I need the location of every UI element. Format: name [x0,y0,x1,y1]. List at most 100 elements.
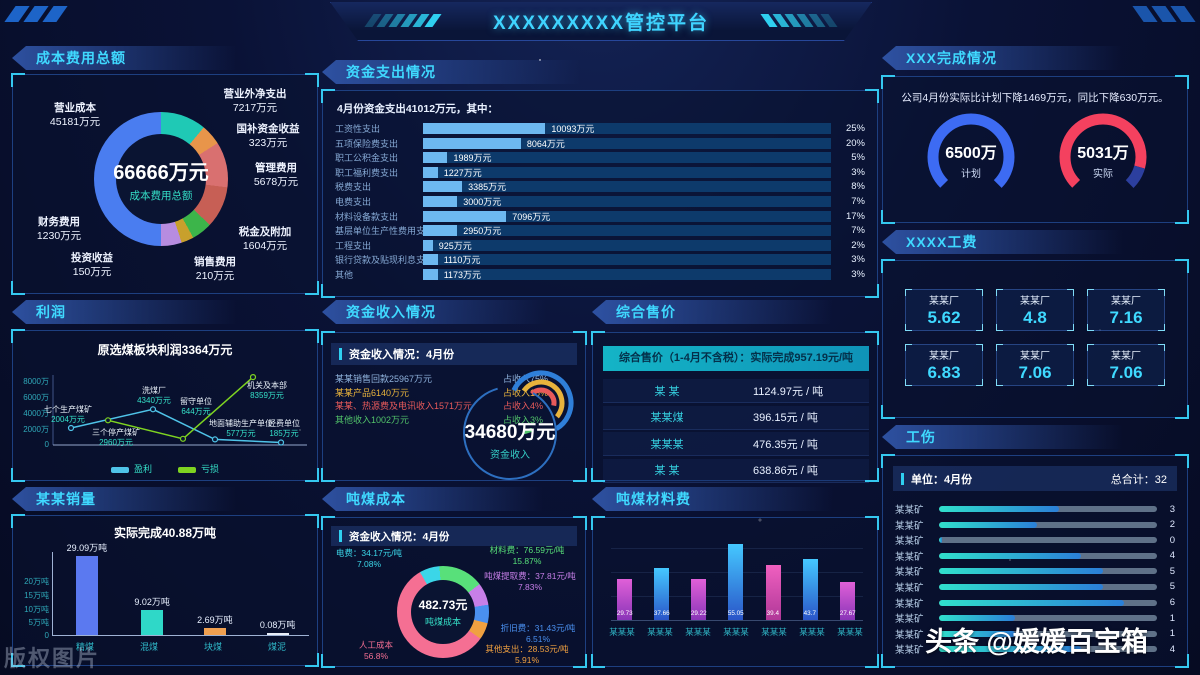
corner-tick [1158,344,1165,351]
cost-donut-center: 66666万元 成本费用总额 [94,112,228,246]
profit-point-label: 三个停产煤矿 2960万元 [92,428,140,448]
panel-title-completion: XXX完成情况 [882,46,1166,70]
panel-title-price: 综合售价 [592,300,876,324]
injury-row: 某某矿 4 [895,550,1175,563]
fees-cell-value: 5.62 [927,308,961,327]
injury-row-value: 1 [1169,612,1175,624]
funds-row-track: 8064万元 [423,137,831,149]
sales-bar [141,610,164,635]
fees-grid: 某某厂 5.62 某某厂 4.8 某某厂 7.16 某某厂 6.83 某某厂 7… [905,289,1165,386]
corner-accent [11,281,25,295]
corner-tick [996,344,1003,351]
corner-tick [905,379,912,386]
corner-accent [11,653,25,667]
corner-accent [881,259,895,273]
ytick: 20万吨 [24,577,49,586]
funds-row-value: 8064万元 [526,138,565,149]
funds-row-label: 银行贷款及贴现利息支出 [335,255,423,266]
funds-row: 职工公积金支出 1989万元 5% [335,152,865,164]
income-row: 某某、热源费及电讯收入1571万元 占收入4% [335,400,561,414]
material-bar-column: 43.7 [802,559,818,620]
fees-cell: 某某厂 6.83 [905,344,983,386]
funds-row-label: 职工福利费支出 [335,167,399,178]
funds-row-percent: 17% [845,210,865,222]
header-bar: XXXXXXXXX管控平台 [330,2,872,41]
fees-cell-label: 某某厂 [1020,351,1050,362]
material-bar: 29.22 [691,579,707,620]
funds-row-percent: 20% [845,137,865,149]
income-row-text: 某某产品6140万元 [335,387,410,398]
corner-accent [865,89,879,103]
fees-cell-label: 某某厂 [1111,296,1141,307]
funds-row-track: 1989万元 [423,152,831,164]
ytick: 4000万 [23,409,49,418]
income-row-share: 占收入3% [503,414,544,425]
funds-row: 电费支出 3000万元 7% [335,195,865,207]
corner-accent [881,405,895,419]
injury-row-fill [939,568,1103,575]
injury-row-value: 5 [1169,581,1175,593]
legend-item: 亏损 [178,462,219,475]
profit-point-label: 经费单位 185万元 [268,419,300,439]
material-x-label: 某某某 [799,627,825,637]
injury-row-fill [939,521,1038,528]
corner-tick [1158,289,1165,296]
injury-row-fill [939,506,1059,512]
injury-row: 某某矿 0 [895,534,1175,548]
injury-row: 某某矿 5 [895,581,1175,594]
price-banner: 综合售价（1-4月不含税）：实际完成957.19元/吨 [603,346,869,371]
funds-row-track: 7096万元 [423,210,831,222]
injury-row-value: 0 [1169,534,1175,546]
funds-row: 税费支出 3385万元 8% [335,181,865,193]
injury-row-fill [939,646,1081,653]
funds-row-track: 1173万元 [423,268,831,280]
coal-cost-segment-label: 材料费：76.59元/吨 15.87% [489,545,565,567]
funds-row-fill [423,166,438,178]
injury-row: 某某矿 4 [895,643,1175,657]
funds-row-value: 2950万元 [463,226,502,237]
material-bar-column: 27.67 [840,581,855,620]
injury-row-label: 某某矿 [895,520,924,532]
material-bar-value: 37.66 [653,610,670,617]
material-bar: 37.66 [653,567,670,620]
cost-donut-chart [94,112,228,246]
income-total: 34680万元 资金收入 [449,417,571,461]
sales-bar-column: 29.09万吨 [67,541,107,635]
corner-accent [321,284,335,298]
corner-accent [591,468,605,482]
corner-tick [905,324,912,331]
material-x-label: 某某某 [647,627,673,637]
fees-cell-label: 某某厂 [1111,351,1141,362]
coal-cost-donut-center: 482.73元 吨煤成本 [397,566,489,658]
profit-chart-title: 原选煤板块利润3364万元 [97,343,233,357]
injury-row-label: 某某矿 [895,582,924,594]
funds-row: 银行贷款及贴现利息支出 1110万元 3% [335,254,865,266]
coal-cost-segment-label: 吨煤提取费：37.81元/吨 7.83% [484,571,576,593]
corner-accent [881,210,895,224]
ytick: 6000万 [23,393,49,402]
material-x-labels: 某某某 某某某 某某某 某某某 某某某 某某某 某某某 [603,626,869,638]
injury-row-value: 4 [1169,550,1175,562]
corner-tick [1067,324,1074,331]
corner-tick [976,379,983,386]
fees-cell-label: 某某厂 [929,351,959,362]
pie-label: 国补资金收益 323万元 [236,123,300,150]
injury-row-value: 4 [1169,643,1175,655]
funds-row-value: 925万元 [438,240,472,251]
coal-cost-segment-label: 电费：34.17元/吨 7.08% [335,548,403,570]
corner-accent [881,454,895,468]
coal-cost-value: 482.73元 [418,598,468,612]
panel-title-sales: 某某销量 [12,487,276,511]
corner-accent [591,331,605,345]
funds-row-value: 1173万元 [443,269,482,280]
pie-label: 销售费用 210万元 [194,256,236,283]
gauge-plan-icon [927,113,1015,201]
sales-panel: 实际完成40.88万吨 20万吨 15万吨 10万吨 5万吨 0 29.09万吨… [11,514,319,667]
funds-row-label: 职工公积金支出 [335,153,399,164]
funds-row-percent: 2% [851,239,865,251]
price-row-name: 某 某 [654,385,680,398]
income-total-value: 34680万元 [464,422,556,443]
panel-title-fees: XXXX工费 [882,230,1166,254]
funds-row-label: 工资性支出 [335,124,381,134]
top-left-deco [4,6,68,22]
